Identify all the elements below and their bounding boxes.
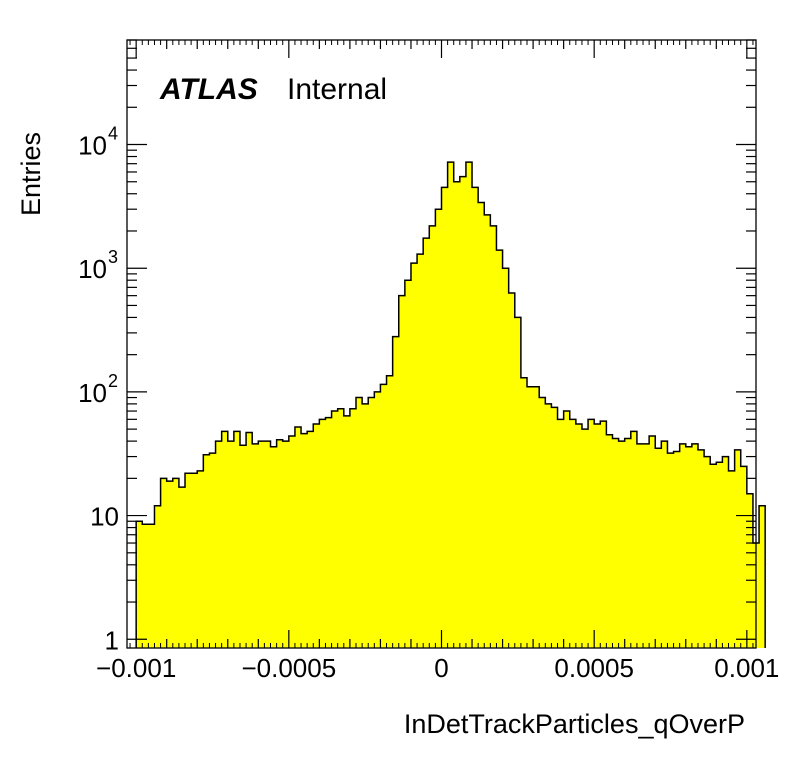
y-tick-label-base: 10 bbox=[78, 378, 107, 408]
internal-label: Internal bbox=[287, 73, 387, 106]
histogram-area bbox=[136, 162, 766, 649]
y-tick-label-exponent: 2 bbox=[108, 371, 118, 391]
y-tick-label-exponent: 4 bbox=[108, 124, 118, 144]
y-tick-label-base: 10 bbox=[78, 254, 107, 284]
atlas-label: ATLAS bbox=[159, 73, 258, 106]
x-tick-label: −0.0005 bbox=[241, 653, 336, 683]
y-tick-label-exponent: 3 bbox=[108, 247, 118, 267]
x-tick-label: 0.0005 bbox=[554, 653, 634, 683]
x-axis-title: InDetTrackParticles_qOverP bbox=[404, 709, 745, 739]
y-tick-label: 1 bbox=[105, 625, 119, 655]
x-axis-tick-labels: −0.001 −0.0005 0 0.0005 0.001 bbox=[96, 653, 779, 683]
histogram-fill bbox=[135, 161, 766, 649]
x-tick-label: −0.001 bbox=[96, 653, 176, 683]
x-axis-ticks bbox=[129, 40, 754, 648]
histogram-outline bbox=[135, 161, 766, 648]
y-axis-ticks bbox=[127, 39, 756, 640]
y-tick-label: 10 bbox=[90, 502, 119, 532]
y-tick-label-base: 10 bbox=[78, 131, 107, 161]
x-tick-label: 0.001 bbox=[714, 653, 779, 683]
y-axis-title: Entries bbox=[16, 132, 46, 216]
x-tick-label: 0 bbox=[434, 653, 448, 683]
